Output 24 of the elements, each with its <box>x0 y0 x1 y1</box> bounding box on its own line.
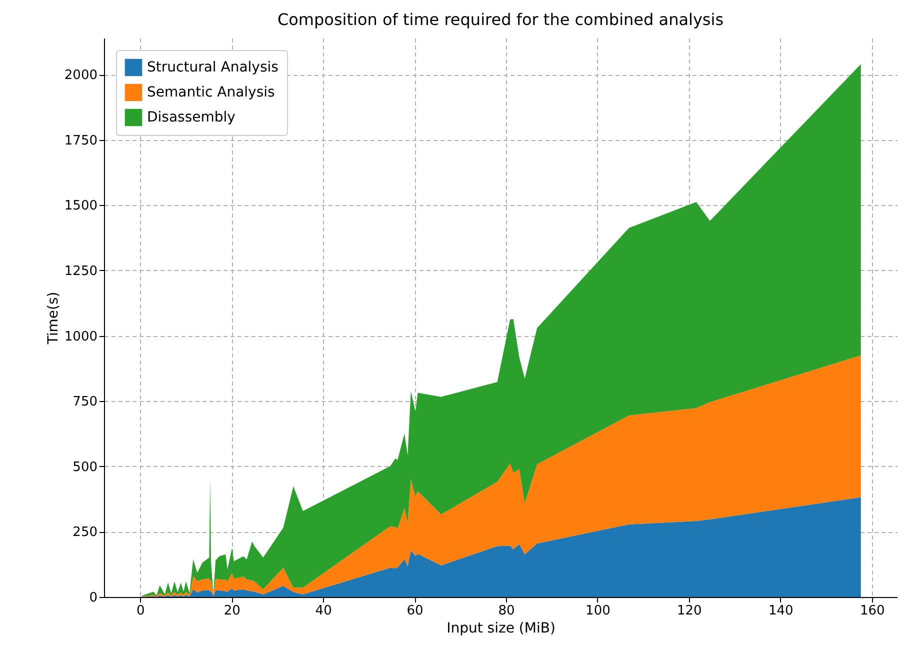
y-axis-title: Time(s) <box>45 292 62 346</box>
legend-label: Disassembly <box>147 110 236 126</box>
y-tick-label: 1750 <box>64 133 98 148</box>
chart-title: Composition of time required for the combined analysis <box>277 10 724 29</box>
x-tick-label: 20 <box>224 604 240 618</box>
x-tick-label: 160 <box>860 604 885 618</box>
y-tick-label: 1500 <box>64 198 98 214</box>
x-tick-label: 140 <box>768 604 794 618</box>
x-axis-title: Input size (MiB) <box>446 620 556 636</box>
y-tick-label: 250 <box>72 525 98 540</box>
y-tick-label: 500 <box>72 460 98 475</box>
y-tick-label: 0 <box>89 590 98 606</box>
legend-label: Structural Analysis <box>147 60 278 76</box>
x-tick-label: 40 <box>315 604 332 618</box>
y-tick-label: 1000 <box>64 329 98 344</box>
x-tick-label: 100 <box>586 604 610 618</box>
x-tick-label: 120 <box>677 604 702 618</box>
y-tick-label: 2000 <box>64 68 98 84</box>
legend-label: Semantic Analysis <box>147 84 275 100</box>
y-tick-label: 750 <box>72 394 98 410</box>
x-tick-label: 0 <box>136 604 145 618</box>
y-tick-label: 1250 <box>64 264 98 279</box>
x-tick-label: 80 <box>498 604 515 618</box>
x-tick-label: 60 <box>406 604 424 618</box>
